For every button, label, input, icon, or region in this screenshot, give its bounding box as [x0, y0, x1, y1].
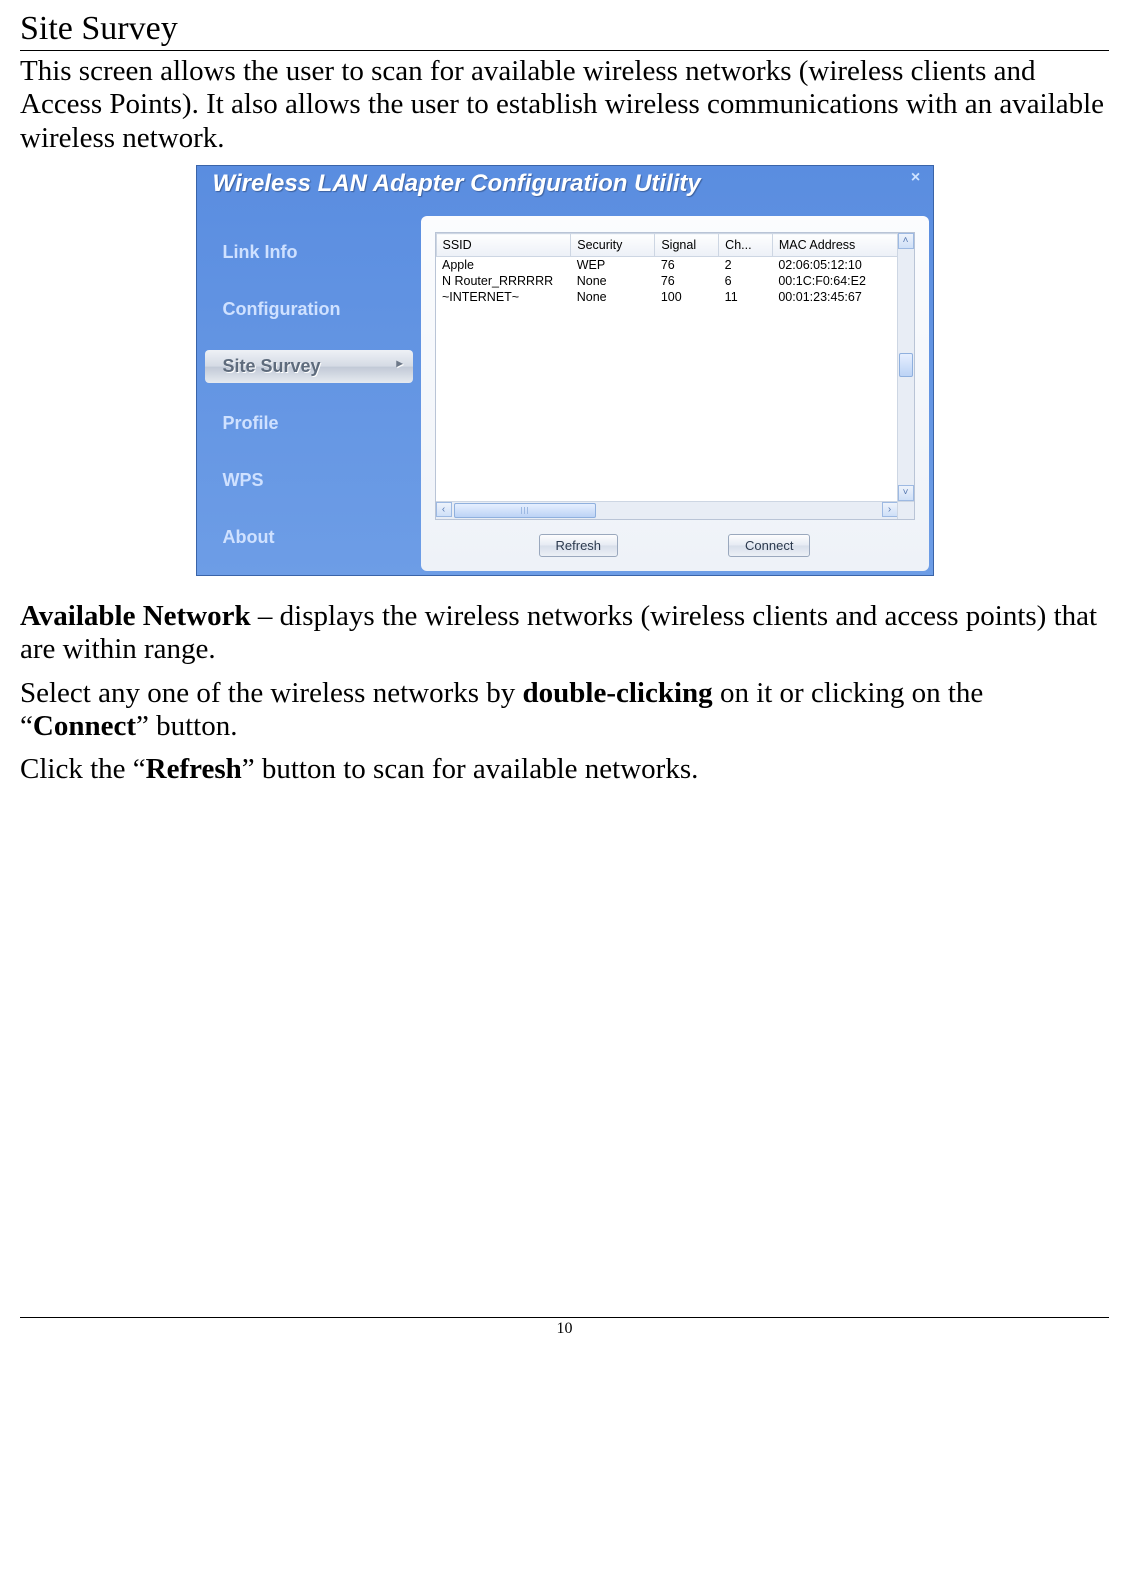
- scroll-left-icon[interactable]: ‹: [436, 502, 452, 517]
- cell-security: WEP: [571, 257, 655, 274]
- cell-signal: 76: [655, 257, 719, 274]
- col-header-ssid[interactable]: SSID: [436, 234, 571, 257]
- bold-refresh: Refresh: [146, 753, 242, 785]
- content-panel: SSID Security Signal Ch... MAC Address A…: [421, 216, 929, 571]
- sidebar-item-site-survey[interactable]: Site Survey ▸: [205, 350, 413, 383]
- sidebar-item-about[interactable]: About: [201, 521, 417, 554]
- table-row[interactable]: ~INTERNET~ None 100 11 00:01:23:45:67: [436, 289, 897, 305]
- chevron-right-icon: ▸: [396, 356, 402, 370]
- network-table: SSID Security Signal Ch... MAC Address A…: [436, 233, 898, 305]
- sidebar-item-label: Site Survey: [223, 356, 321, 376]
- cell-security: None: [571, 289, 655, 305]
- bold-double-clicking: double-clicking: [523, 677, 713, 709]
- cell-signal: 100: [655, 289, 719, 305]
- scroll-up-icon[interactable]: ˄: [898, 233, 914, 249]
- scroll-thumb[interactable]: [899, 353, 913, 377]
- titlebar: Wireless LAN Adapter Configuration Utili…: [197, 166, 933, 216]
- cell-signal: 76: [655, 273, 719, 289]
- cell-channel: 11: [719, 289, 773, 305]
- horizontal-scrollbar[interactable]: ‹ ›: [436, 501, 898, 519]
- page-number: 10: [20, 1320, 1109, 1338]
- paragraph-available-network: Available Network – displays the wireles…: [20, 600, 1109, 667]
- table-row[interactable]: N Router_RRRRRR None 76 6 00:1C:F0:64:E2: [436, 273, 897, 289]
- cell-ssid: Apple: [436, 257, 571, 274]
- window-title: Wireless LAN Adapter Configuration Utili…: [213, 170, 701, 198]
- sidebar-item-configuration[interactable]: Configuration: [201, 293, 417, 326]
- col-header-signal[interactable]: Signal: [655, 234, 719, 257]
- heading-rule: [20, 50, 1109, 51]
- network-table-container: SSID Security Signal Ch... MAC Address A…: [435, 232, 915, 520]
- text: Click the “: [20, 753, 146, 785]
- vertical-scrollbar[interactable]: ˄ ˅: [897, 233, 914, 501]
- cell-channel: 6: [719, 273, 773, 289]
- scroll-corner: [897, 501, 914, 519]
- text: Select any one of the wireless networks …: [20, 677, 523, 709]
- scroll-down-icon[interactable]: ˅: [898, 485, 914, 501]
- text: ” button to scan for available networks.: [242, 753, 699, 785]
- button-row: Refresh Connect: [435, 520, 915, 557]
- cell-ssid: ~INTERNET~: [436, 289, 571, 305]
- text: ” button.: [136, 710, 238, 742]
- sidebar-item-wps[interactable]: WPS: [201, 464, 417, 497]
- cell-mac: 00:1C:F0:64:E2: [772, 273, 897, 289]
- scroll-right-icon[interactable]: ›: [882, 502, 898, 517]
- col-header-security[interactable]: Security: [571, 234, 655, 257]
- close-icon[interactable]: ×: [907, 170, 925, 188]
- section-heading: Site Survey: [20, 10, 1109, 48]
- cell-channel: 2: [719, 257, 773, 274]
- footer-rule: [20, 1317, 1109, 1318]
- app-window: Wireless LAN Adapter Configuration Utili…: [196, 165, 934, 576]
- cell-mac: 00:01:23:45:67: [772, 289, 897, 305]
- sidebar-item-link-info[interactable]: Link Info: [201, 236, 417, 269]
- col-header-mac[interactable]: MAC Address: [772, 234, 897, 257]
- connect-button[interactable]: Connect: [728, 534, 810, 557]
- cell-mac: 02:06:05:12:10: [772, 257, 897, 274]
- col-header-channel[interactable]: Ch...: [719, 234, 773, 257]
- sidebar: Link Info Configuration Site Survey ▸ Pr…: [201, 216, 417, 571]
- sidebar-item-profile[interactable]: Profile: [201, 407, 417, 440]
- cell-security: None: [571, 273, 655, 289]
- bold-available-network: Available Network: [20, 600, 251, 632]
- hscroll-thumb[interactable]: [454, 503, 596, 518]
- table-row[interactable]: Apple WEP 76 2 02:06:05:12:10: [436, 257, 897, 274]
- paragraph-select: Select any one of the wireless networks …: [20, 677, 1109, 744]
- paragraph-refresh: Click the “Refresh” button to scan for a…: [20, 753, 1109, 786]
- intro-paragraph: This screen allows the user to scan for …: [20, 55, 1109, 155]
- refresh-button[interactable]: Refresh: [539, 534, 619, 557]
- cell-ssid: N Router_RRRRRR: [436, 273, 571, 289]
- bold-connect: Connect: [33, 710, 136, 742]
